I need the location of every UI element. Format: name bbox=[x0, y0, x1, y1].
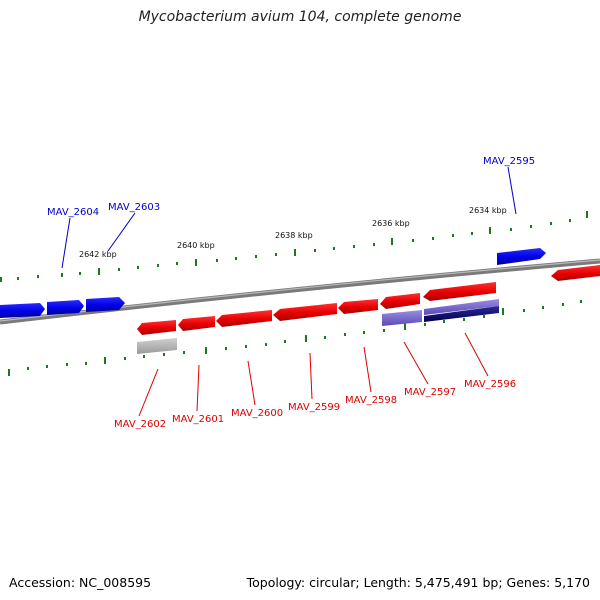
gene-MAV_2595[interactable] bbox=[497, 248, 546, 265]
forward-genes bbox=[0, 248, 546, 318]
label-leaders bbox=[61, 166, 517, 417]
gene-label-MAV_2599[interactable]: MAV_2599 bbox=[288, 402, 340, 413]
gene-MAV_2597[interactable] bbox=[380, 293, 420, 309]
scale-label-2634: 2634 kbp bbox=[469, 206, 507, 215]
gene-MAV_2603[interactable] bbox=[47, 300, 84, 315]
gene-label-MAV_2604[interactable]: MAV_2604 bbox=[47, 207, 99, 218]
gene-label-MAV_2598[interactable]: MAV_2598 bbox=[345, 395, 397, 406]
feature-lavender-2[interactable] bbox=[424, 299, 499, 315]
accession-label: Accession: NC_008595 bbox=[9, 575, 152, 590]
map-title: Mycobacterium avium 104, complete genome bbox=[138, 9, 462, 25]
gene-MAV_2596[interactable] bbox=[423, 282, 496, 301]
gene-label-MAV_2601[interactable]: MAV_2601 bbox=[172, 414, 224, 425]
feature-tracks bbox=[137, 299, 499, 354]
scale-label-2636: 2636 kbp bbox=[372, 219, 410, 228]
gene-MAV_2600[interactable] bbox=[216, 310, 272, 327]
gene-label-MAV_2603[interactable]: MAV_2603 bbox=[108, 202, 160, 213]
gene-MAV_2602[interactable] bbox=[137, 320, 176, 335]
gene-label-MAV_2602[interactable]: MAV_2602 bbox=[114, 419, 166, 430]
gene-label-MAV_2600[interactable]: MAV_2600 bbox=[231, 408, 283, 419]
gene-MAV_2603b[interactable] bbox=[86, 297, 125, 312]
gene-label-MAV_2597[interactable]: MAV_2597 bbox=[404, 387, 456, 398]
genome-backbone bbox=[0, 258, 600, 325]
scale-label-2638: 2638 kbp bbox=[275, 231, 313, 240]
gene-MAV_2604[interactable] bbox=[0, 303, 45, 318]
gene-next-reverse[interactable] bbox=[551, 265, 600, 281]
gene-MAV_2601[interactable] bbox=[178, 316, 215, 331]
gene-MAV_2599[interactable] bbox=[273, 303, 337, 321]
scale-label-2640: 2640 kbp bbox=[177, 241, 215, 250]
scale-label-2642: 2642 kbp bbox=[79, 250, 117, 259]
feature-navy[interactable] bbox=[424, 306, 499, 322]
gene-label-MAV_2596[interactable]: MAV_2596 bbox=[464, 379, 516, 390]
gene-label-MAV_2595[interactable]: MAV_2595 bbox=[483, 156, 535, 167]
gene-MAV_2598[interactable] bbox=[338, 299, 378, 314]
forward-scale-ticks bbox=[0, 211, 588, 282]
reverse-scale-ticks bbox=[8, 300, 582, 376]
reverse-genes bbox=[137, 265, 600, 335]
pseudo-feature[interactable] bbox=[137, 338, 177, 354]
genome-summary: Topology: circular; Length: 5,475,491 bp… bbox=[246, 575, 590, 590]
feature-lavender-1[interactable] bbox=[382, 310, 422, 326]
